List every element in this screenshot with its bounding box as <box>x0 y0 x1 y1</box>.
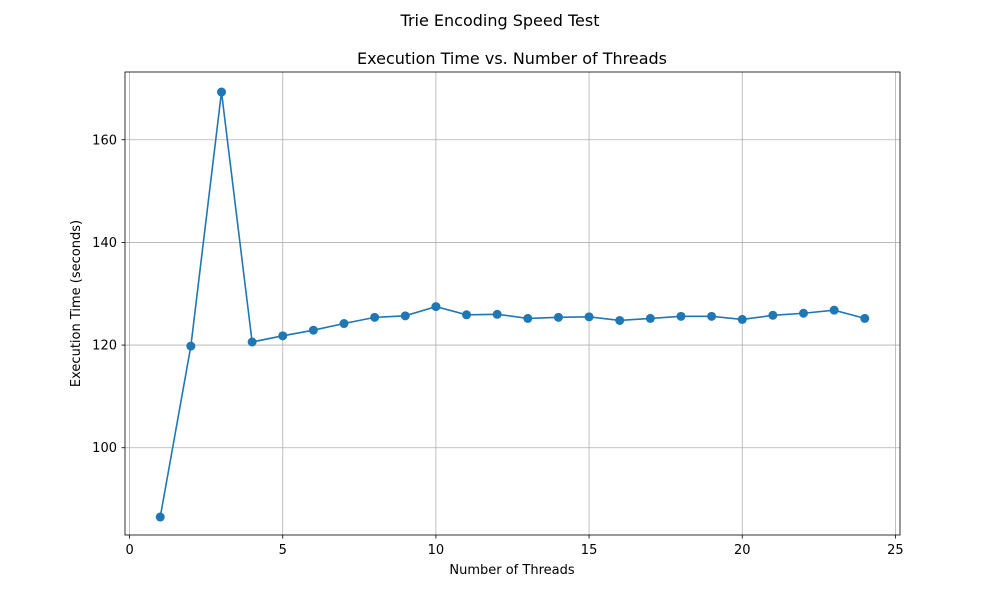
data-point <box>186 341 196 351</box>
x-tick-label: 10 <box>428 543 445 558</box>
axis-ticks: 0 5 10 15 20 25 100 120 140 160 <box>92 133 904 558</box>
data-point <box>216 87 226 97</box>
x-axis-label: Number of Threads <box>449 563 574 578</box>
chart-title: Execution Time vs. Number of Threads <box>357 49 667 68</box>
data-point <box>278 331 288 341</box>
data-point <box>768 310 778 320</box>
x-tick-label: 0 <box>125 543 133 558</box>
y-axis-label: Execution Time (seconds) <box>69 220 84 387</box>
data-point <box>431 302 441 312</box>
data-point <box>247 337 257 347</box>
x-tick-label: 5 <box>279 543 287 558</box>
data-point <box>400 311 410 321</box>
data-point <box>645 313 655 323</box>
plot-frame <box>124 71 901 536</box>
x-tick-label: 20 <box>734 543 751 558</box>
x-tick-label: 15 <box>581 543 598 558</box>
x-tick-label: 25 <box>887 543 904 558</box>
data-point <box>799 308 809 318</box>
data-point <box>339 319 349 329</box>
data-point <box>615 315 625 325</box>
y-tick-label: 120 <box>92 339 117 354</box>
series-line <box>159 91 865 518</box>
data-series <box>155 87 870 522</box>
data-point <box>737 314 747 324</box>
y-tick-label: 160 <box>92 133 117 148</box>
data-point <box>829 305 839 315</box>
data-point <box>860 313 870 323</box>
data-point <box>370 312 380 322</box>
data-point <box>523 313 533 323</box>
data-point <box>492 309 502 319</box>
data-point <box>462 310 472 320</box>
y-tick-label: 140 <box>92 236 117 251</box>
data-point <box>676 311 686 321</box>
data-point <box>155 512 165 522</box>
data-point <box>707 311 717 321</box>
data-point <box>584 312 594 322</box>
data-point <box>308 325 318 335</box>
y-tick-label: 100 <box>92 441 117 456</box>
figure-suptitle: Trie Encoding Speed Test <box>400 11 600 30</box>
data-point <box>553 312 563 322</box>
grid-lines <box>125 72 900 535</box>
